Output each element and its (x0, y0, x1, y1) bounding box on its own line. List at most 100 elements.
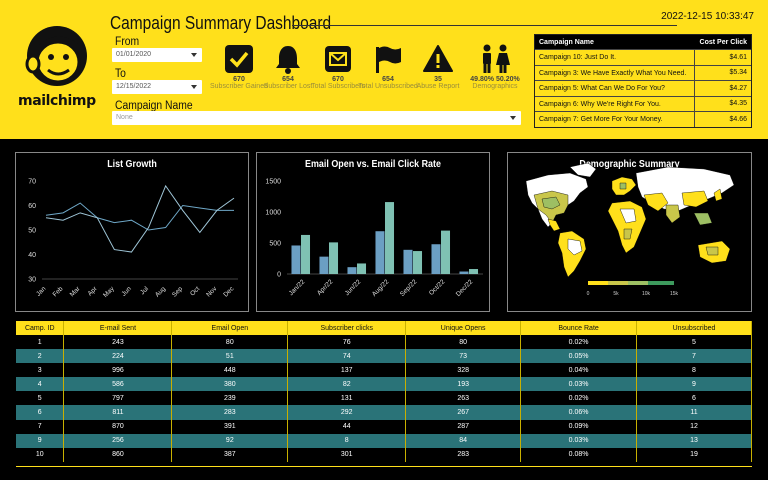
cpc-cost: $5.34 (729, 69, 747, 77)
cpc-cost: $4.35 (729, 100, 747, 108)
cpc-campaign-name: Campaign 5: What Can We Do For You? (535, 81, 695, 96)
table-header[interactable]: Subscriber clicks (287, 321, 407, 335)
table-cell: 2 (16, 349, 65, 364)
table-cell: 6 (16, 405, 65, 420)
cpc-campaign-name: Campaign 6: Why We're Right For You. (535, 96, 695, 111)
table-cell: 13 (636, 433, 752, 448)
x-tick-label: Nov (205, 285, 219, 299)
table-cell: 7 (16, 419, 65, 434)
male-female-icon (483, 44, 510, 73)
to-date-dropdown[interactable]: 12/15/2022 (112, 80, 202, 94)
from-date-dropdown[interactable]: 01/01/2020 (112, 48, 202, 62)
x-tick-label: Jun (121, 285, 134, 298)
table-cell: 267 (405, 405, 522, 420)
table-header[interactable]: E-mail Sent (63, 321, 173, 335)
table-header[interactable]: Unsubscribed (636, 321, 752, 335)
table-row[interactable]: 3 996 448 137 328 0.04% 8 (16, 363, 752, 378)
flag-icon (376, 46, 401, 73)
list-growth-panel: 30 40 50 60 70 Jan Feb Mar Apr May Jun Jul Aug Sep Oct… (15, 152, 249, 312)
cpc-campaign-name: Campaign 7: Get More For Your Money. (535, 111, 695, 128)
table-cell: 0.05% (520, 349, 638, 364)
cpc-row[interactable]: Campaign 3: We Have Exactly What You Nee… (535, 65, 751, 82)
x-tick-label: Aug/22 (371, 278, 391, 298)
table-header[interactable]: Email Open (171, 321, 289, 335)
world-map[interactable]: 0 5k 10k 15k (508, 153, 751, 311)
table-cell: 0.06% (520, 405, 638, 420)
table-header[interactable]: Camp. ID (16, 321, 65, 335)
table-row[interactable]: 7 870 391 44 287 0.09% 12 (16, 419, 752, 434)
kpi-demographics: 49.80% 50.20% Demographics (460, 44, 530, 91)
table-cell: 80 (405, 335, 522, 350)
legend-label: 10k (642, 291, 651, 297)
bar-series-1 (459, 271, 469, 274)
table-cell: 51 (171, 349, 289, 364)
table-cell: 137 (287, 363, 407, 378)
table-cell: 797 (63, 391, 173, 406)
table-cell: 380 (171, 377, 289, 392)
table-cell: 0.02% (520, 391, 638, 406)
chevron-down-icon (191, 53, 197, 57)
table-row[interactable]: 9 256 92 8 84 0.03% 13 (16, 433, 752, 448)
bar-series-2 (301, 234, 311, 274)
campaign-placeholder: None (116, 114, 133, 121)
cpc-row[interactable]: Campaign 6: Why We're Right For You. $4.… (535, 96, 751, 112)
bar-series-1 (291, 245, 301, 274)
kpi-subscriber-gained: 670 Subscriber Gained (209, 44, 269, 91)
table-cell: 0.04% (520, 363, 638, 378)
mailchimp-logo (20, 20, 94, 114)
table-cell: 6 (636, 391, 752, 406)
title-divider (292, 25, 677, 26)
table-cell: 74 (287, 349, 407, 364)
table-cell: 224 (63, 349, 173, 364)
series-line-2 (45, 184, 235, 253)
campaign-dropdown[interactable]: None (112, 111, 521, 125)
table-cell: 0.03% (520, 377, 638, 392)
from-date-value: 01/01/2020 (116, 51, 152, 58)
demographic-title: Demographic Summary (579, 158, 680, 170)
table-header[interactable]: Unique Opens (405, 321, 522, 335)
table-cell: 263 (405, 391, 522, 406)
x-tick-label: Feb (52, 285, 65, 298)
table-header-row: Camp. ID E-mail Sent Email Open Subscrib… (16, 321, 752, 335)
y-tick-label: 60 (28, 203, 36, 210)
cpc-row[interactable]: Campaign 5: What Can We Do For You? $4.2… (535, 81, 751, 97)
cpc-campaign-name: Campaign 10: Just Do It. (535, 50, 695, 65)
table-cell: 870 (63, 419, 173, 434)
bar-series-1 (403, 249, 413, 274)
kpi-value: 670 (233, 76, 245, 83)
to-date-value: 12/15/2022 (116, 83, 152, 90)
legend-swatch (588, 281, 608, 285)
y-tick-label: 1000 (265, 210, 281, 217)
table-cell: 811 (63, 405, 173, 420)
y-tick-label: 0 (277, 272, 281, 279)
cpc-row[interactable]: Campaign 10: Just Do It. $4.61 (535, 50, 751, 66)
cpc-header-cost: Cost Per Click (699, 38, 747, 46)
table-cell: 1 (16, 335, 65, 350)
table-row[interactable]: 6 811 283 292 267 0.06% 11 (16, 405, 752, 420)
table-header[interactable]: Bounce Rate (520, 321, 638, 335)
cpc-row[interactable]: Campaign 7: Get More For Your Money. $4.… (535, 111, 751, 128)
bar-series-1 (319, 256, 329, 274)
table-cell: 301 (287, 447, 407, 462)
table-row[interactable]: 10 860 387 301 283 0.08% 19 (16, 447, 752, 462)
chevron-down-icon (191, 85, 197, 89)
kpi-label: Abuse Report (416, 83, 460, 90)
x-tick-label: Jan/22 (288, 278, 307, 297)
y-tick-label: 70 (28, 179, 36, 186)
x-tick-label: Sep (171, 285, 184, 298)
bar-series-2 (413, 251, 423, 274)
table-row[interactable]: 5 797 239 131 263 0.02% 6 (16, 391, 752, 406)
kpi-value: 670 (332, 76, 344, 83)
to-label: To (115, 68, 126, 80)
kpi-value: 35 (434, 76, 442, 83)
table-row[interactable]: 2 224 51 74 73 0.05% 7 (16, 349, 752, 364)
chevron-down-icon (510, 116, 516, 120)
table-row[interactable]: 1 243 80 76 80 0.02% 5 (16, 335, 752, 350)
bar-series-1 (347, 267, 357, 274)
table-row[interactable]: 4 586 380 82 193 0.03% 9 (16, 377, 752, 392)
bar-series-2 (357, 263, 367, 274)
cpc-cost: $4.61 (729, 54, 747, 62)
table-cell: 0.02% (520, 335, 638, 350)
y-tick-label: 500 (269, 241, 281, 248)
table-cell: 292 (287, 405, 407, 420)
